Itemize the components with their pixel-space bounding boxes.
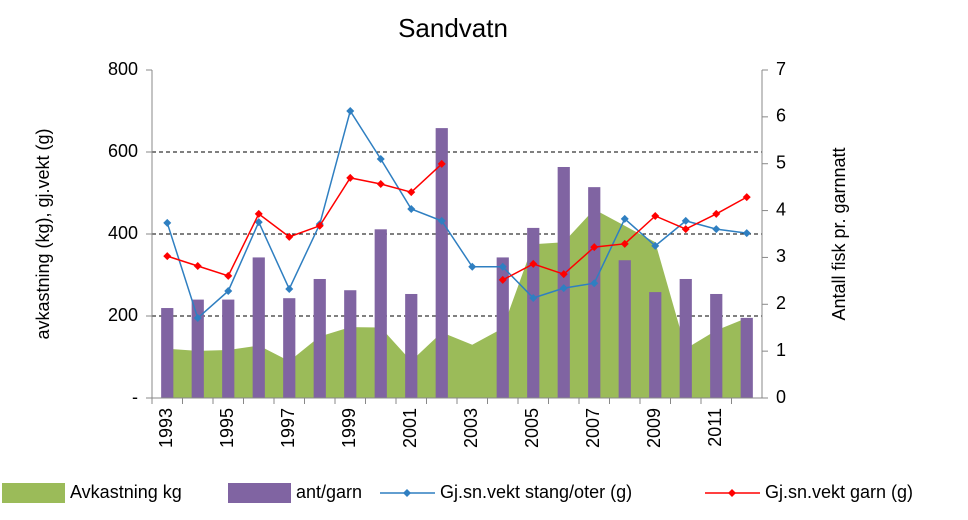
- y2-tick-label: 7: [776, 59, 786, 79]
- bar: [679, 278, 692, 398]
- area: [167, 209, 747, 398]
- marker: [590, 243, 599, 252]
- marker: [224, 286, 233, 295]
- bar: [405, 293, 418, 398]
- marker: [651, 241, 660, 250]
- y2-axis-label: Antall fisk pr. garnnatt: [829, 147, 849, 320]
- marker: [346, 173, 355, 182]
- marker: [376, 179, 385, 188]
- bar: [344, 290, 357, 398]
- marker: [193, 314, 202, 323]
- y2-tick-label: 3: [776, 246, 786, 266]
- bar: [618, 260, 631, 398]
- y-tick-label: -: [132, 387, 138, 407]
- bar: [222, 299, 235, 398]
- y2-tick-label: 5: [776, 152, 786, 172]
- marker: [163, 218, 172, 227]
- chart-title: Sandvatn: [398, 13, 508, 43]
- marker: [193, 261, 202, 270]
- marker: [620, 214, 629, 223]
- marker: [437, 216, 446, 225]
- x-tick-label: 1995: [217, 408, 237, 448]
- bar: [496, 257, 509, 398]
- marker: [559, 270, 568, 279]
- x-tick-label: 2003: [461, 408, 481, 448]
- legend-label: ant/garn: [296, 482, 362, 502]
- x-tick-label: 2005: [522, 408, 542, 448]
- marker: [498, 275, 507, 284]
- y2-tick-label: 4: [776, 199, 786, 219]
- marker: [163, 252, 172, 261]
- marker: [712, 225, 721, 234]
- bar: [527, 227, 540, 398]
- y2-tick-label: 0: [776, 387, 786, 407]
- marker: [712, 209, 721, 218]
- legend-swatch: [228, 483, 291, 503]
- marks-layer: [152, 107, 762, 399]
- x-tick-label: 2009: [644, 408, 664, 448]
- marker: [742, 193, 751, 202]
- bar: [557, 166, 570, 398]
- y-tick-label: 400: [108, 223, 138, 243]
- y2-tick-label: 2: [776, 293, 786, 313]
- marker: [254, 218, 263, 227]
- bar: [283, 298, 296, 398]
- marker: [285, 284, 294, 293]
- marker: [437, 159, 446, 168]
- marker: [254, 209, 263, 218]
- legend-label: Avkastning kg: [70, 482, 182, 502]
- line: [166, 109, 747, 320]
- bar: [191, 299, 204, 398]
- bar: [313, 278, 326, 398]
- x-tick-label: 1999: [339, 408, 359, 448]
- y-tick-label: 200: [108, 305, 138, 325]
- y-tick-label: 800: [108, 59, 138, 79]
- x-tick-label: 2011: [705, 408, 725, 447]
- y2-tick-label: 6: [776, 106, 786, 126]
- legend-swatch: [2, 483, 65, 503]
- x-tick-label: 1997: [278, 408, 298, 448]
- y-axis-label: avkastning (kg), gj.vekt (g): [33, 128, 53, 339]
- marker: [559, 284, 568, 293]
- legend-label: Gj.sn.vekt garn (g): [765, 482, 913, 502]
- marker: [590, 279, 599, 288]
- marker: [315, 221, 324, 230]
- marker: [529, 293, 538, 302]
- marker: [620, 239, 629, 248]
- bar: [374, 229, 387, 398]
- marker: [407, 204, 416, 213]
- x-tick-label: 1993: [156, 408, 176, 448]
- marker: [742, 229, 751, 238]
- marker: [346, 107, 355, 115]
- marker: [651, 211, 660, 220]
- y-tick-label: 600: [108, 141, 138, 161]
- marker: [285, 232, 294, 241]
- bar: [161, 308, 174, 398]
- bar: [588, 187, 601, 398]
- x-tick-label: 2001: [400, 408, 420, 448]
- marker: [681, 225, 690, 234]
- marker: [224, 271, 233, 280]
- marker: [376, 154, 385, 163]
- bar: [252, 257, 265, 398]
- marker: [681, 216, 690, 225]
- legend-swatch: [728, 489, 736, 497]
- marker: [498, 262, 507, 271]
- x-tick-label: 2007: [583, 408, 603, 448]
- bar: [435, 128, 448, 399]
- legend-swatch: [403, 489, 411, 497]
- bar: [649, 292, 662, 398]
- marker: [529, 259, 538, 268]
- legend-label: Gj.sn.vekt stang/oter (g): [440, 482, 632, 502]
- bar: [740, 317, 753, 398]
- bar: [710, 293, 723, 398]
- marker: [468, 262, 477, 271]
- y2-tick-label: 1: [776, 340, 786, 360]
- axes-layer: - 200 400 600 800 0 1 2 3 4 5 6 7 1993 1995 1997 1999 200…: [108, 59, 786, 448]
- marker: [407, 188, 416, 197]
